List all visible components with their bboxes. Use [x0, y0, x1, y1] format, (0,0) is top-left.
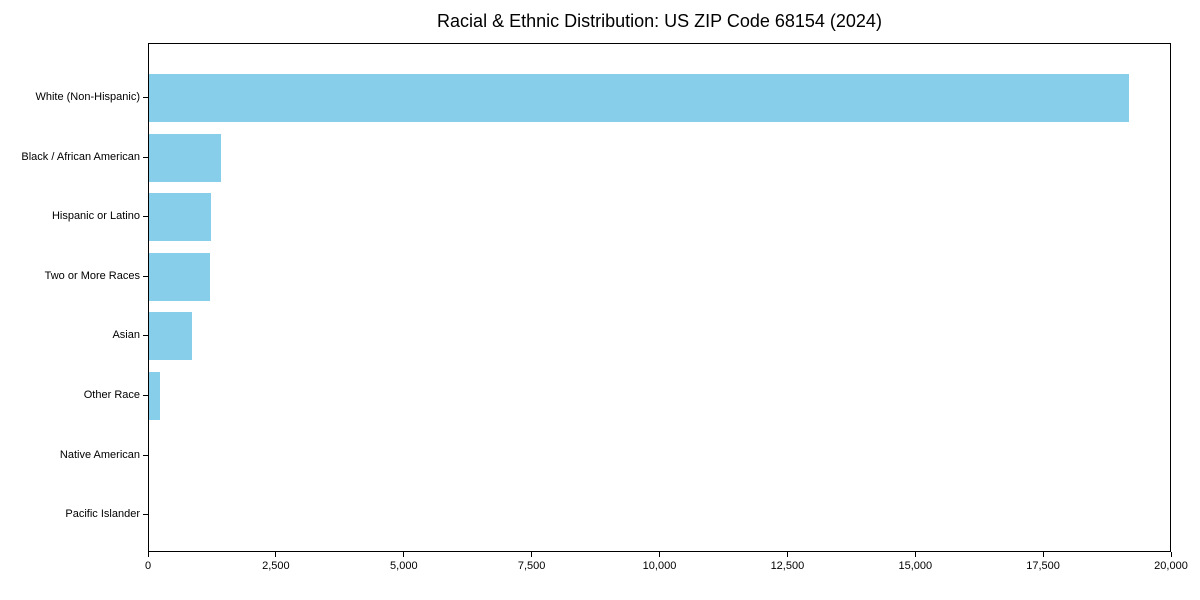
y-tick-label-other-race: Other Race: [83, 389, 140, 401]
x-tick-mark: [275, 552, 277, 557]
x-tick-mark: [147, 552, 149, 557]
x-tick-label-5-000: 5,000: [390, 560, 418, 572]
y-tick-label-hispanic-or-latino: Hispanic or Latino: [51, 210, 140, 223]
y-tick-mark: [143, 454, 148, 456]
x-tick-label-10-000: 10,000: [642, 560, 677, 572]
y-tick-label-native-american: Native American: [59, 448, 140, 461]
x-tick-mark: [659, 552, 660, 557]
bar-hispanic-or-latino: [149, 193, 211, 242]
y-tick-label-two-or-more-races: Two or More Races: [44, 269, 140, 282]
plot-area: [148, 43, 1171, 552]
x-tick-label-20-000: 20,000: [1154, 560, 1188, 572]
x-tick-label-2-500: 2,500: [262, 560, 290, 572]
x-tick-mark: [403, 552, 405, 557]
y-tick-mark: [143, 156, 148, 158]
y-tick-label-white-non-hispanic: White (Non-Hispanic): [35, 91, 140, 103]
x-tick-mark: [914, 552, 916, 557]
y-tick-label-asian: Asian: [112, 329, 140, 342]
bar-other-race: [149, 372, 161, 420]
x-tick-mark: [531, 552, 533, 557]
bar-black-african-american: [149, 133, 222, 182]
x-tick-label-7-500: 7,500: [517, 560, 546, 572]
y-tick-mark: [143, 216, 148, 218]
bar-white-non-hispanic: [149, 74, 1129, 122]
bar-asian: [149, 312, 192, 361]
y-tick-label-black-african-american: Black / African American: [21, 150, 140, 163]
bar-two-or-more-races: [149, 252, 211, 301]
x-tick-label-17-500: 17,500: [1026, 560, 1060, 572]
y-tick-mark: [143, 395, 148, 396]
x-tick-mark: [1170, 552, 1172, 557]
y-tick-mark: [143, 275, 148, 277]
y-tick-mark: [143, 97, 148, 98]
x-tick-mark: [786, 552, 788, 557]
x-tick-label-12-500: 12,500: [770, 560, 805, 572]
x-tick-mark: [1042, 552, 1044, 557]
y-tick-mark: [143, 514, 148, 516]
y-tick-label-pacific-islander: Pacific Islander: [65, 508, 140, 521]
y-tick-mark: [143, 335, 148, 337]
chart-title: Racial & Ethnic Distribution: US ZIP Cod…: [437, 11, 882, 31]
x-tick-label-15-000: 15,000: [898, 560, 933, 572]
x-tick-label-0: 0: [144, 560, 152, 572]
